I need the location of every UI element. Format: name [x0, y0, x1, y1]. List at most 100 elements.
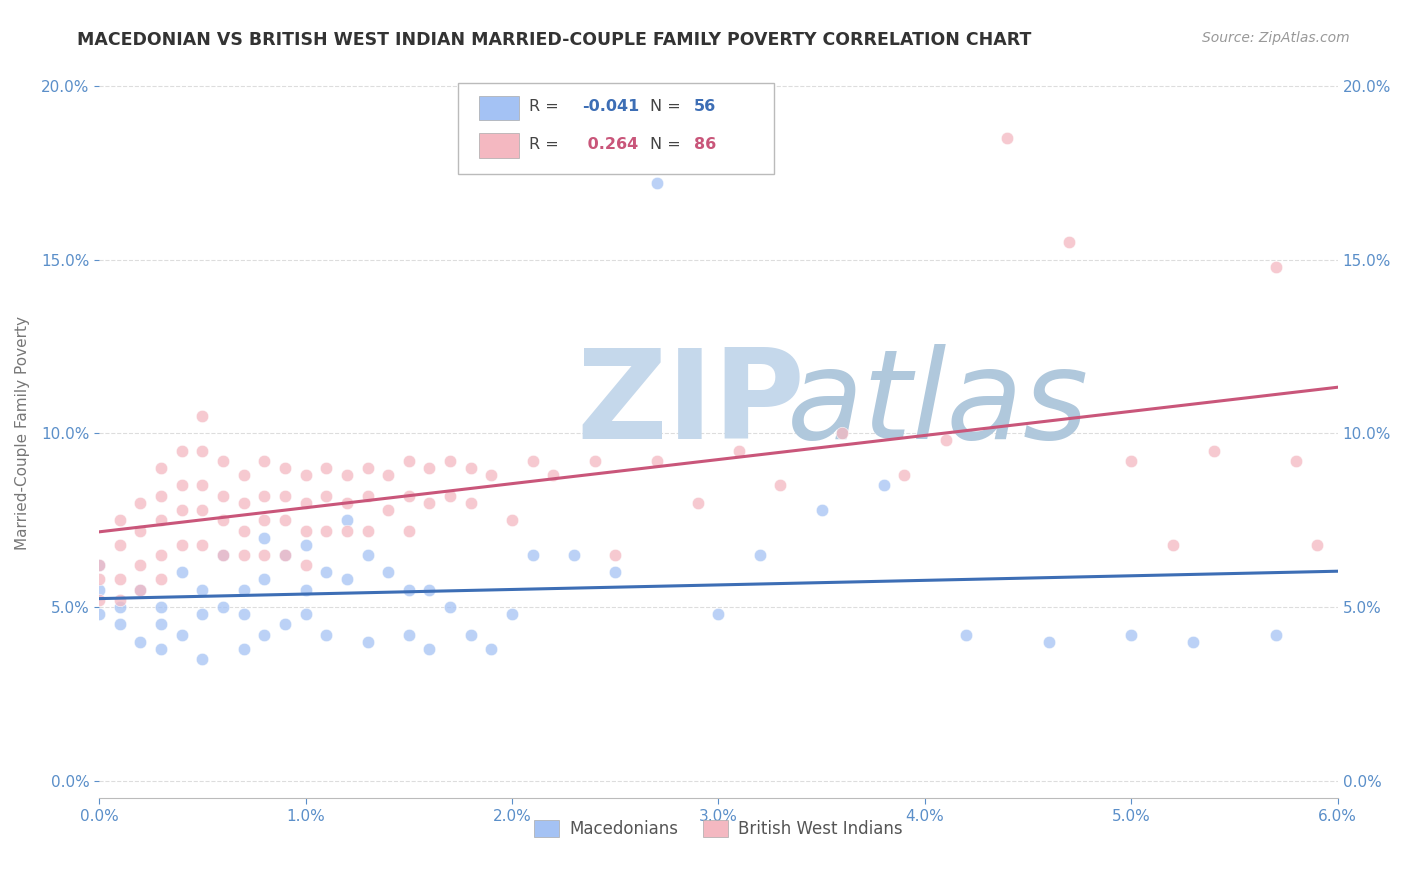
Point: [294, 524, 316, 538]
Point: [1202, 443, 1225, 458]
Point: [294, 537, 316, 551]
Point: [232, 582, 254, 597]
Text: MACEDONIAN VS BRITISH WEST INDIAN MARRIED-COUPLE FAMILY POVERTY CORRELATION CHAR: MACEDONIAN VS BRITISH WEST INDIAN MARRIE…: [77, 31, 1032, 49]
Point: [232, 496, 254, 510]
Point: [129, 496, 152, 510]
Point: [522, 548, 544, 562]
Text: -0.041: -0.041: [582, 99, 640, 114]
Point: [150, 489, 173, 503]
Point: [212, 548, 235, 562]
Point: [150, 548, 173, 562]
Point: [872, 478, 894, 492]
Point: [253, 572, 276, 586]
Point: [418, 461, 440, 475]
Point: [274, 617, 297, 632]
Point: [501, 607, 523, 621]
Point: [294, 607, 316, 621]
Text: ZIP: ZIP: [576, 343, 804, 465]
Point: [728, 443, 751, 458]
Point: [893, 468, 915, 483]
Point: [253, 454, 276, 468]
Point: [89, 593, 111, 607]
Point: [170, 566, 193, 580]
Point: [191, 607, 214, 621]
Point: [253, 513, 276, 527]
Point: [274, 548, 297, 562]
Point: [294, 582, 316, 597]
Text: R =: R =: [529, 136, 564, 152]
Point: [418, 496, 440, 510]
Point: [108, 593, 131, 607]
Point: [810, 502, 832, 516]
Point: [108, 572, 131, 586]
Point: [129, 582, 152, 597]
Point: [707, 607, 730, 621]
Point: [336, 524, 359, 538]
Text: N =: N =: [651, 136, 686, 152]
Point: [1161, 537, 1184, 551]
Point: [1121, 628, 1143, 642]
Point: [129, 558, 152, 573]
FancyBboxPatch shape: [458, 83, 775, 174]
Text: R =: R =: [529, 99, 564, 114]
Point: [1264, 628, 1286, 642]
Text: 86: 86: [693, 136, 716, 152]
Point: [398, 489, 420, 503]
Point: [645, 454, 668, 468]
Point: [129, 524, 152, 538]
Text: atlas: atlas: [786, 343, 1088, 465]
Point: [748, 548, 770, 562]
Point: [418, 582, 440, 597]
Point: [955, 628, 977, 642]
Point: [1264, 260, 1286, 274]
Point: [439, 489, 461, 503]
Point: [315, 461, 337, 475]
Point: [356, 634, 378, 648]
Text: Source: ZipAtlas.com: Source: ZipAtlas.com: [1202, 31, 1350, 45]
Point: [336, 496, 359, 510]
Point: [129, 582, 152, 597]
Point: [232, 548, 254, 562]
Point: [274, 513, 297, 527]
Point: [583, 454, 606, 468]
Point: [253, 489, 276, 503]
Point: [1285, 454, 1308, 468]
Point: [1038, 634, 1060, 648]
Point: [212, 454, 235, 468]
Point: [481, 641, 503, 656]
Point: [562, 548, 585, 562]
Point: [274, 461, 297, 475]
Point: [274, 548, 297, 562]
Point: [129, 634, 152, 648]
Point: [336, 513, 359, 527]
Point: [356, 461, 378, 475]
Point: [315, 566, 337, 580]
Point: [150, 572, 173, 586]
Point: [191, 582, 214, 597]
Point: [1306, 537, 1329, 551]
Point: [232, 524, 254, 538]
Text: N =: N =: [651, 99, 686, 114]
Point: [460, 496, 482, 510]
Point: [398, 582, 420, 597]
Point: [398, 454, 420, 468]
Point: [1182, 634, 1205, 648]
Point: [170, 502, 193, 516]
Point: [170, 628, 193, 642]
Point: [191, 537, 214, 551]
Point: [377, 468, 399, 483]
Point: [605, 566, 627, 580]
Point: [232, 607, 254, 621]
Point: [212, 513, 235, 527]
Point: [253, 531, 276, 545]
Point: [89, 558, 111, 573]
Point: [212, 600, 235, 615]
Point: [150, 513, 173, 527]
Point: [89, 572, 111, 586]
Point: [108, 600, 131, 615]
Point: [212, 548, 235, 562]
Point: [336, 468, 359, 483]
Point: [460, 461, 482, 475]
Point: [315, 524, 337, 538]
Point: [356, 489, 378, 503]
